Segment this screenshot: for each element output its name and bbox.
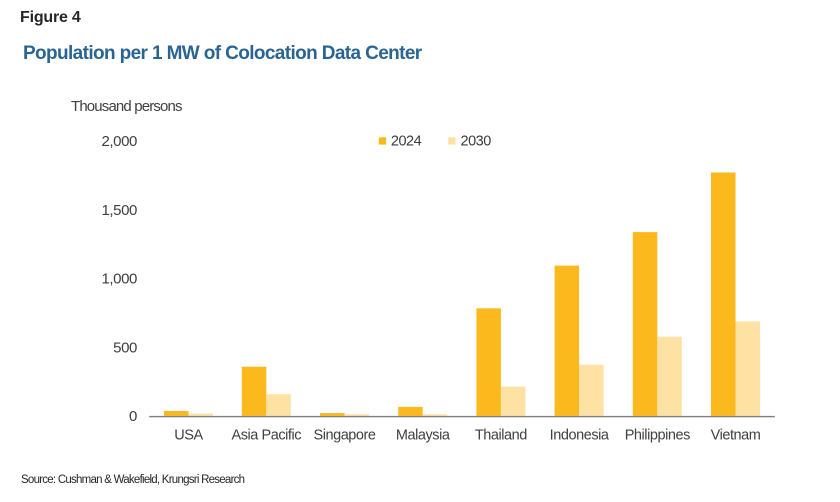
svg-text:Thailand: Thailand (475, 428, 527, 444)
svg-text:Singapore: Singapore (313, 428, 375, 444)
svg-text:2,000: 2,000 (101, 133, 137, 150)
svg-text:Philippines: Philippines (625, 428, 690, 444)
svg-text:1,000: 1,000 (101, 271, 137, 288)
svg-text:1,500: 1,500 (101, 202, 137, 219)
svg-text:USA: USA (174, 428, 203, 444)
svg-text:Asia Pacific: Asia Pacific (232, 428, 302, 444)
svg-text:500: 500 (113, 339, 137, 356)
svg-text:Indonesia: Indonesia (550, 428, 610, 444)
svg-text:2024: 2024 (391, 134, 422, 150)
svg-text:2030: 2030 (461, 134, 492, 150)
svg-text:Vietnam: Vietnam (711, 428, 761, 444)
svg-text:Malaysia: Malaysia (396, 428, 451, 444)
svg-text:0: 0 (129, 408, 137, 425)
